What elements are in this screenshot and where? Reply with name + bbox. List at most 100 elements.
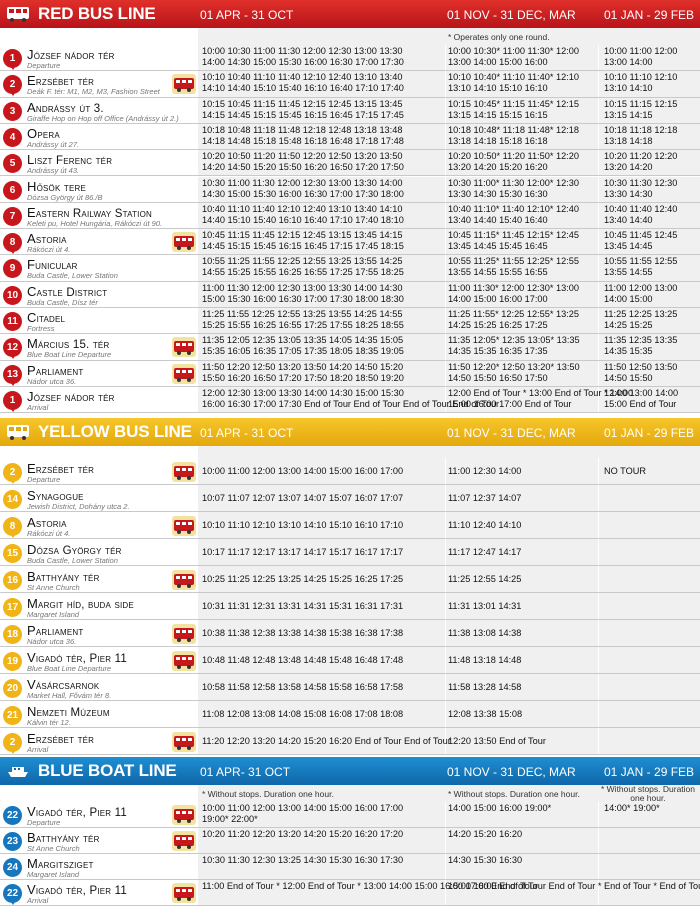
times-period-2: 11:10 12:40 14:10 (448, 520, 522, 530)
timetable-cells: 10:10 10:40 11:10 11:40 12:10 12:40 13:1… (198, 71, 700, 97)
stop-number-badge: 2 (3, 733, 22, 754)
stop-subtitle: Deák F. tér: M1, M2, M3, Fashion Street (27, 87, 160, 97)
stop-cell[interactable]: 22 Vigadó tér, Pier 11 Departure (0, 802, 198, 827)
bus-photo-icon (172, 732, 196, 752)
stop-name: Astoria (27, 515, 67, 530)
times-period-3: 13:20 14:20 (604, 162, 653, 173)
stop-subtitle: Departure (27, 818, 61, 827)
timetable-cells: 10:00 11:00 12:00 13:00 14:00 15:00 16:0… (198, 458, 700, 484)
stop-cell[interactable]: 8 Astoria Rákóczi út 4. (0, 512, 198, 538)
bus-photo-icon (172, 624, 196, 644)
stop-cell[interactable]: 22 Vigadó tér, Pier 11 Arrival (0, 880, 198, 905)
stop-subtitle: Buda Castle, Dísz tér (27, 297, 98, 307)
stop-cell[interactable]: 18 Parliament Nádor utca 36. (0, 620, 198, 646)
stop-cell[interactable]: 8 Astoria Rákóczi út 4. (0, 229, 198, 255)
bus-photo-icon (172, 363, 196, 384)
stop-cell[interactable]: 19 Vigadó tér, Pier 11 Blue Boat Line Depa… (0, 647, 198, 673)
times-period-2: 13:30 14:30 15:30 16:30 (448, 188, 548, 199)
stop-cell[interactable]: 6 Hősök tere Dózsa György út 86./B (0, 176, 198, 202)
stop-row: 10:00 11:00 12:00 13:00 14:00 15:00 16:0… (0, 802, 700, 828)
timetable-cells: 10:20 10:50 11:20 11:50 12:20 12:50 13:2… (198, 150, 700, 176)
times-period-2: 11:25 12:55 14:25 (448, 574, 522, 584)
times-period-2: 11:07 12:37 14:07 (448, 493, 522, 503)
times-period-1: 10:45 11:15 11:45 12:15 12:45 13:15 13:4… (202, 230, 403, 241)
stop-row: 10:17 11:17 12:17 13:17 14:17 15:17 16:1… (0, 539, 700, 566)
stop-cell[interactable]: 10 Castle District Buda Castle, Dísz tér (0, 281, 198, 307)
times-period-2: 14:25 15:25 16:25 17:25 (448, 320, 548, 330)
stop-cell[interactable]: 3 Andrássy út 3. Giraffe Hop on Hop off Of… (0, 97, 198, 123)
stop-cell[interactable]: 4 Opera Andrássy út 27. (0, 123, 198, 150)
times-period-1: 10:55 11:25 11:55 12:25 12:55 13:25 13:5… (202, 256, 403, 267)
stop-cell[interactable]: 14 Synagogue Jewish District, Dohány utca … (0, 485, 198, 511)
column-divider (598, 123, 599, 150)
stop-cell[interactable]: 16 Batthyány tér St Anne Church (0, 566, 198, 592)
column-divider (445, 150, 446, 176)
stop-name: Vásárcsarnok (27, 677, 100, 692)
stop-row: 10:20 11:20 12:20 13:20 14:20 15:20 16:2… (0, 828, 700, 854)
stop-cell[interactable]: 15 Dózsa György tér Buda Castle, Lower Sta… (0, 539, 198, 565)
stop-cell[interactable]: 12 Március 15. tér Blue Boat Line Departur… (0, 334, 198, 360)
timetable-cells: 10:31 11:31 12:31 13:31 14:31 15:31 16:3… (198, 593, 700, 619)
times-period-1: 14:45 15:15 15:45 16:15 16:45 17:15 17:4… (202, 241, 404, 252)
times-period-2: 11:31 13:01 14:31 (448, 601, 522, 611)
stop-cell[interactable]: 2 Erzsébet tér Deák F. tér: M1, M2, M3, Fa… (0, 71, 198, 97)
stop-cell[interactable]: 1 József nádor tér Arrival (0, 386, 198, 413)
stop-cell[interactable]: 21 Nemzeti Múzeum Kálvin tér 12. (0, 701, 198, 727)
times-period-2: 11:50 12:20* 12:50 13:20* 13:50 (448, 361, 580, 372)
stop-cell[interactable]: 9 Funicular Buda Castle, Lower Station (0, 255, 198, 281)
times-period-2: 12:08 13:38 15:08 (448, 709, 523, 719)
bus-photo-icon (172, 516, 196, 536)
times-period-2: 13:18 14:18 15:18 16:18 (448, 135, 548, 146)
stop-cell[interactable]: 11 Citadel Fortress (0, 308, 198, 334)
stop-subtitle: St Anne Church (27, 844, 80, 853)
stop-name: Astoria (27, 231, 67, 247)
column-divider (598, 176, 599, 202)
column-divider (445, 593, 446, 619)
stop-number-badge: 22 (3, 884, 22, 905)
stop-name: Eastern Railway Station (27, 204, 152, 220)
stop-number-badge: 14 (3, 490, 22, 509)
stop-row: 10:25 11:25 12:25 13:25 14:25 15:25 16:2… (0, 566, 700, 593)
stop-cell[interactable]: 7 Eastern Railway Station Keleti pu, Hotel… (0, 202, 198, 229)
times-period-2: 13:45 14:45 15:45 16:45 (448, 241, 548, 252)
times-period-2: 11:58 13:28 14:58 (448, 682, 522, 692)
stop-cell[interactable]: 13 Parliament Nádor utca 36. (0, 360, 198, 386)
stop-subtitle: Keleti pu, Hotel Hungária, Rákóczi út 90… (27, 218, 163, 228)
times-period-3: 14:00* 19:00* (604, 803, 660, 813)
column-divider (598, 386, 599, 413)
column-divider (445, 620, 446, 646)
column-divider (445, 45, 446, 71)
stop-subtitle: Departure (27, 61, 61, 70)
stop-row: 10:30 11:00 11:30 12:00 12:30 13:00 13:3… (0, 176, 700, 203)
stop-row: 11:35 12:05 12:35 13:05 13:35 14:05 14:3… (0, 334, 700, 361)
times-period-3: 13:45 14:45 (604, 241, 653, 252)
stop-number-badge: 16 (3, 571, 22, 590)
timetable-cells: 11:08 12:08 13:08 14:08 15:08 16:08 17:0… (198, 701, 700, 727)
blue-period-3: 01 JAN - 29 FEB (604, 765, 695, 779)
bus-icon (7, 425, 29, 440)
times-period-2: 13:10 14:10 15:10 16:10 (448, 83, 548, 94)
stop-cell[interactable]: 17 Margit híd, buda side Margaret Island (0, 593, 198, 619)
stop-subtitle: Margaret Island (27, 870, 80, 879)
times-period-1: 14:55 15:25 15:55 16:25 16:55 17:25 17:5… (202, 267, 404, 278)
times-period-1: 10:38 11:38 12:38 13:38 14:38 15:38 16:3… (202, 628, 404, 638)
stop-cell[interactable]: 24 Margitsziget Margaret Island (0, 854, 198, 879)
stop-subtitle: Blue Boat Line Departure (27, 664, 112, 673)
stop-subtitle: Rákóczi út 4. (27, 529, 71, 538)
column-divider (598, 485, 599, 511)
stop-number-badge: 3 (3, 101, 22, 121)
stop-number-badge: 13 (3, 364, 22, 386)
column-divider (445, 360, 446, 386)
timetable-cells: 11:20 12:20 13:20 14:20 15:20 16:20 End … (198, 728, 700, 754)
stop-cell[interactable]: 2 Erzsébet tér Departure (0, 458, 198, 484)
times-period-3: End of Tour * End of Tour * (604, 881, 700, 891)
times-period-1: 11:20 12:20 13:20 14:20 15:20 16:20 End … (202, 736, 451, 746)
stop-cell[interactable]: 1 József nádor tér Departure (0, 45, 198, 71)
stop-cell[interactable]: 23 Batthyány tér St Anne Church (0, 828, 198, 853)
times-period-2: 14:50 15:50 16:50 17:50 (448, 372, 548, 383)
stop-cell[interactable]: 20 Vásárcsarnok Market Hall, Fővám tér 8. (0, 674, 198, 700)
stop-name: Parliament (27, 362, 84, 378)
times-period-1: 14:10 14:40 15:10 15:40 16:10 16:40 17:1… (202, 83, 404, 94)
stop-cell[interactable]: 5 Liszt Ferenc tér Andrássy út 43. (0, 150, 198, 176)
stop-cell[interactable]: 2 Erzsébet tér Arrival (0, 728, 198, 754)
